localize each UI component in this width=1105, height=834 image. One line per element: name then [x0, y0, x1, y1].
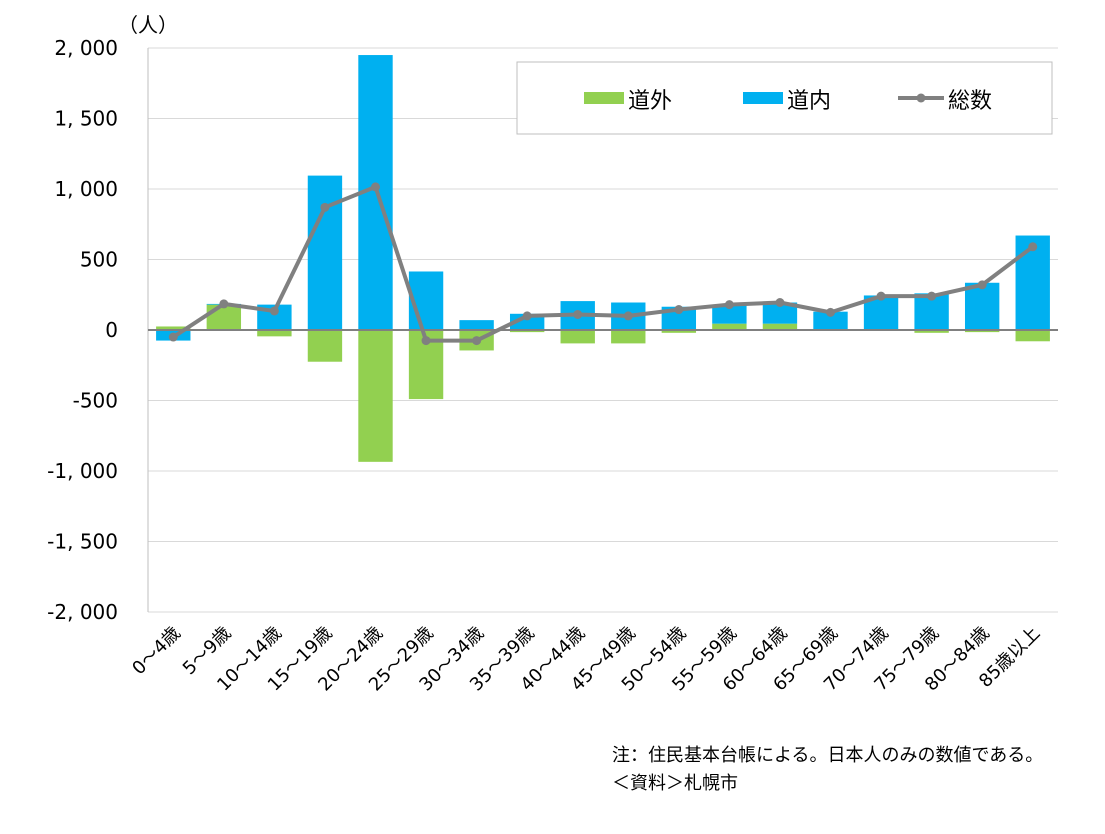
- total-point: [775, 298, 785, 308]
- y-axis-unit-label: （人）: [118, 13, 178, 37]
- legend-label-inside: 道内: [787, 89, 831, 114]
- x-tick-label: 0～4歳: [128, 623, 185, 680]
- total-line-series: [168, 182, 1038, 346]
- total-point: [320, 202, 330, 212]
- source-note: 注：住民基本台帳による。日本人のみの数値である。: [612, 745, 1044, 766]
- total-line: [172, 184, 1034, 343]
- total-point: [168, 332, 178, 342]
- y-tick-label: 2, 000: [54, 36, 118, 60]
- total-point: [1028, 242, 1038, 252]
- bar-outside: [1015, 330, 1050, 342]
- bar-inside: [813, 311, 848, 330]
- bar-outside: [914, 330, 949, 333]
- y-tick-label: 500: [80, 248, 118, 272]
- total-point: [927, 291, 937, 301]
- total-point: [876, 291, 886, 301]
- bars: [156, 55, 1050, 462]
- total-point: [421, 336, 431, 346]
- legend: 道外 道内 総数: [516, 61, 1053, 135]
- bar-inside: [712, 304, 747, 324]
- total-point: [573, 309, 583, 319]
- y-tick-label: -500: [73, 389, 118, 413]
- bar-inside: [509, 313, 545, 330]
- y-axis-tick-labels: 2, 000 1, 500 1, 000 500 0 -500 -1, 000 -1, 500…: [47, 36, 118, 624]
- total-point: [674, 305, 684, 315]
- bar-inside: [762, 302, 798, 324]
- bar-inside: [307, 175, 343, 330]
- legend-swatch-total-marker: [916, 93, 926, 103]
- bar-outside: [762, 323, 798, 330]
- bar-outside: [206, 304, 242, 330]
- total-point: [219, 299, 229, 309]
- bar-outside: [712, 323, 747, 330]
- bar-outside: [358, 330, 393, 462]
- bar-outside: [307, 330, 343, 362]
- y-tick-label: 1, 000: [54, 177, 118, 201]
- bar-outside: [156, 326, 191, 330]
- total-point: [826, 307, 835, 317]
- total-point: [977, 280, 987, 290]
- bar-outside: [964, 330, 1000, 333]
- data-source: ＜資料＞札幌市: [612, 773, 738, 794]
- y-tick-label: 0: [105, 318, 118, 342]
- bar-outside: [560, 330, 595, 344]
- y-tick-label: -1, 000: [47, 459, 118, 483]
- total-point: [522, 311, 532, 321]
- total-point: [269, 306, 279, 316]
- legend-swatch-outside: [584, 92, 624, 104]
- total-point: [623, 311, 633, 321]
- bar-inside: [964, 282, 1000, 330]
- y-tick-label: 1, 500: [54, 107, 118, 131]
- legend-label-outside: 道外: [628, 89, 672, 114]
- total-point: [472, 336, 482, 346]
- x-axis-tick-labels: 0～4歳5～9歳10～14歳15～19歳20～24歳25～29歳30～34歳35…: [128, 623, 1044, 696]
- total-point: [724, 300, 734, 310]
- bar-outside: [257, 330, 292, 337]
- bar-outside: [509, 330, 545, 333]
- y-tick-label: -2, 000: [47, 600, 118, 624]
- legend-swatch-inside: [743, 92, 783, 104]
- bar-outside: [611, 330, 646, 344]
- bar-outside: [661, 330, 697, 333]
- total-point: [371, 182, 380, 192]
- bar-inside: [459, 320, 494, 330]
- legend-label-total: 総数: [948, 89, 992, 114]
- age-migration-chart: （人） 2, 000 1, 500 1, 000 500 0 -500 -1, 000 -1,…: [47, 13, 1058, 696]
- y-tick-label: -1, 500: [47, 530, 118, 554]
